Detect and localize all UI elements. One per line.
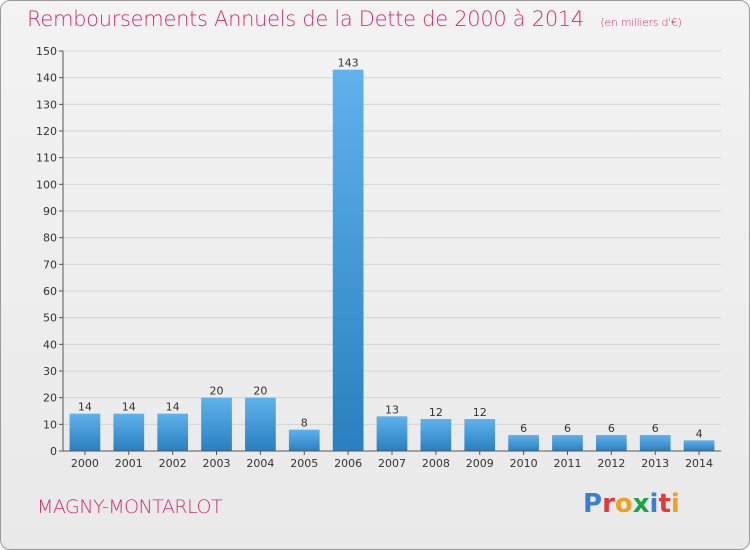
bar-2009[interactable] [464,419,496,451]
bar-2003[interactable] [201,397,232,451]
value-label: 12 [429,406,443,419]
value-label: 20 [253,385,267,398]
y-tick-label: 150 [36,45,57,58]
logo-letter: x [632,489,650,519]
bar-2004[interactable] [245,397,276,451]
x-tick-label: 2011 [553,457,581,470]
value-label: 6 [652,422,659,435]
bar-2002[interactable] [157,413,189,451]
bar-2000[interactable] [69,413,101,451]
bar-2008[interactable] [420,419,452,451]
x-tick-label: 2004 [246,457,274,470]
y-tick-label: 120 [36,125,57,138]
x-tick-label: 2007 [378,457,406,470]
bar-2012[interactable] [595,435,627,451]
value-label: 6 [608,422,615,435]
chart-subtitle: (en milliers d'€) [600,16,682,29]
bar-2013[interactable] [639,435,671,451]
y-tick-label: 130 [36,98,57,111]
x-tick-label: 2008 [422,457,450,470]
y-tick-label: 140 [36,72,57,85]
x-tick-label: 2002 [159,457,187,470]
x-tick-label: 2000 [71,457,99,470]
logo-letter: r [602,489,615,519]
y-tick-label: 10 [43,418,57,431]
value-label: 12 [473,406,487,419]
bar-2001[interactable] [113,413,145,451]
x-tick-label: 2009 [466,457,494,470]
value-label: 143 [338,57,359,70]
logo-letter: t [658,489,671,519]
chart-title-text: Remboursements Annuels de la Dette de 20… [27,7,584,31]
y-tick-label: 0 [50,445,57,458]
y-tick-label: 20 [43,392,57,405]
y-tick-label: 40 [43,338,57,351]
bar-2006[interactable] [332,69,364,452]
value-label: 6 [520,422,527,435]
value-label: 20 [210,385,224,398]
y-tick-label: 100 [36,178,57,191]
chart-title: Remboursements Annuels de la Dette de 20… [27,7,682,31]
value-label: 8 [301,417,308,430]
bar-2007[interactable] [376,416,408,451]
logo-letter: i [670,489,680,519]
value-label: 14 [78,401,92,414]
y-tick-label: 50 [43,312,57,325]
bar-2005[interactable] [288,429,320,451]
x-tick-label: 2006 [334,457,362,470]
logo-letter: i [649,489,659,519]
x-tick-label: 2005 [290,457,318,470]
x-tick-label: 2001 [115,457,143,470]
bar-2010[interactable] [508,435,539,451]
x-tick-label: 2013 [641,457,669,470]
logo-letter: P [583,489,603,519]
y-tick-label: 30 [43,365,57,378]
x-tick-label: 2012 [597,457,625,470]
y-tick-label: 90 [43,205,57,218]
bar-2014[interactable] [683,440,715,451]
x-tick-label: 2010 [510,457,538,470]
x-tick-label: 2003 [203,457,231,470]
y-tick-label: 110 [36,152,57,165]
value-label: 6 [564,422,571,435]
value-label: 14 [166,401,180,414]
proxiti-logo[interactable]: Proxiti [583,489,680,519]
x-tick-label: 2014 [685,457,713,470]
y-tick-label: 60 [43,285,57,298]
value-label: 13 [385,403,399,416]
value-label: 4 [696,427,703,440]
y-tick-label: 80 [43,232,57,245]
bar-2011[interactable] [552,435,583,451]
location-name: MAGNY-MONTARLOT [37,496,223,518]
y-tick-label: 70 [43,258,57,271]
logo-letter: o [614,489,633,519]
value-label: 14 [122,401,136,414]
